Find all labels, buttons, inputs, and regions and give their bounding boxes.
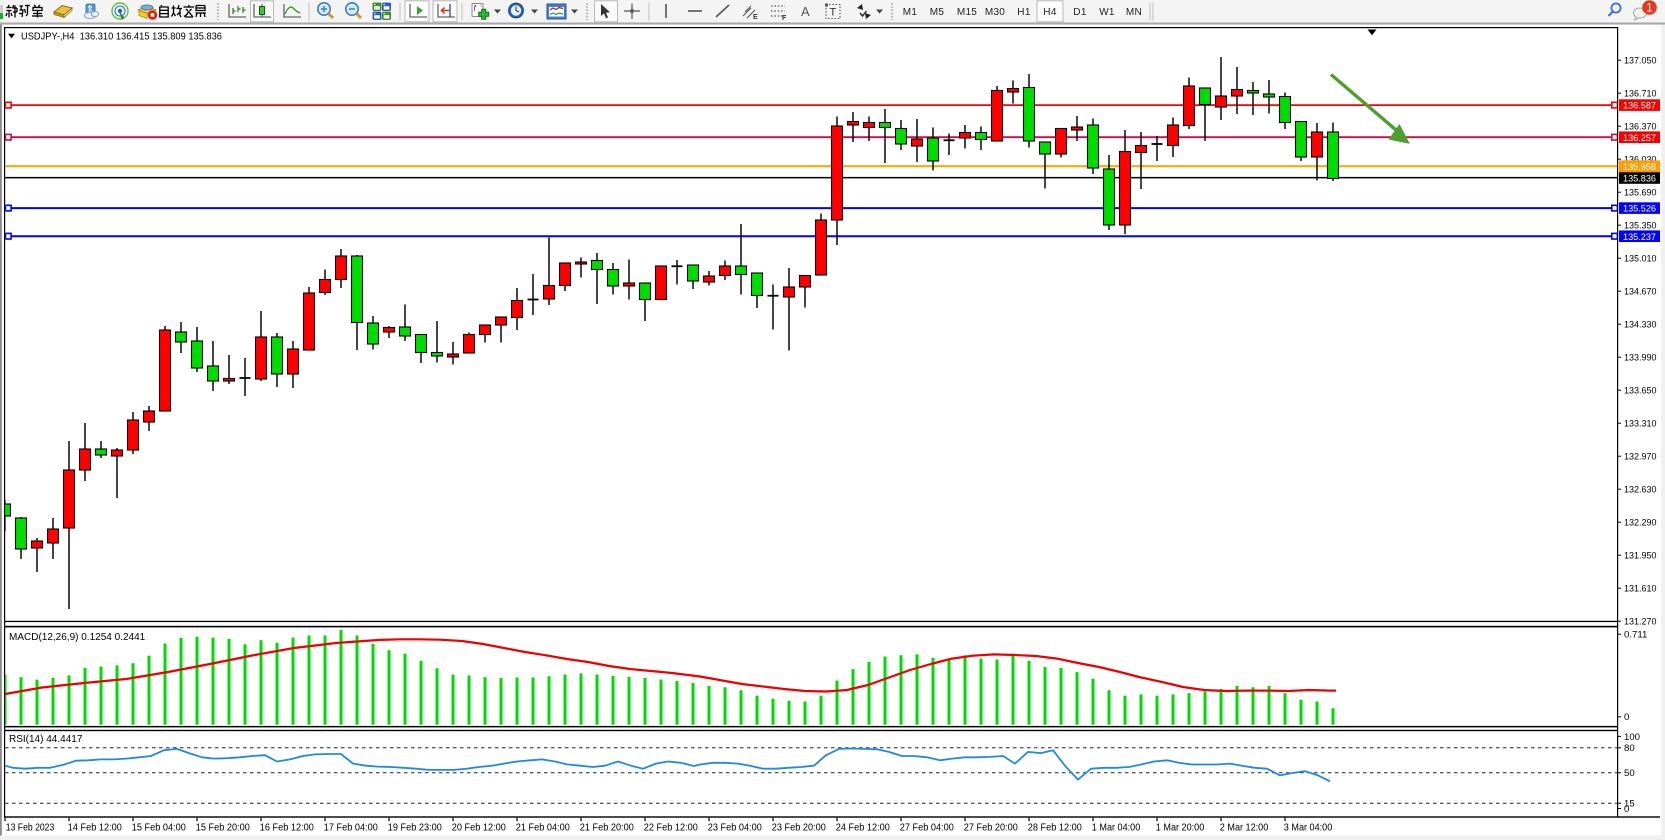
svg-text:80: 80 [1624,743,1635,754]
svg-text:135.237: 135.237 [1623,232,1656,243]
svg-text:131.270: 131.270 [1624,617,1657,628]
svg-text:132.970: 132.970 [1624,452,1657,463]
svg-text:135.958: 135.958 [1623,162,1656,173]
svg-text:22 Feb 12:00: 22 Feb 12:00 [644,823,699,834]
svg-text:3 Mar 04:00: 3 Mar 04:00 [1284,823,1333,834]
svg-text:M1: M1 [903,7,918,18]
svg-text:f: f [474,4,477,13]
svg-text:15 Feb 04:00: 15 Feb 04:00 [132,823,187,834]
svg-text:136.587: 136.587 [1623,101,1656,112]
svg-text:136.030: 136.030 [1624,155,1657,166]
svg-text:MACD(12,26,9) 0.1254 0.2441: MACD(12,26,9) 0.1254 0.2441 [9,632,146,643]
svg-text:A: A [801,4,810,19]
svg-text:D1: D1 [1073,7,1087,18]
svg-text:132.290: 132.290 [1624,518,1657,529]
svg-text:135.836: 135.836 [1623,174,1656,185]
svg-text:T: T [830,7,837,19]
svg-text:USDJPY-,H4 136.310 136.415 13: USDJPY-,H4 136.310 136.415 135.809 135.8… [21,31,222,43]
svg-text:15: 15 [1624,799,1635,810]
svg-text:135.010: 135.010 [1624,254,1657,265]
svg-text:0: 0 [1624,712,1629,723]
svg-text:136.710: 136.710 [1624,89,1657,100]
svg-text:136.370: 136.370 [1624,122,1657,133]
svg-text:131.610: 131.610 [1624,584,1657,595]
svg-text:14 Feb 12:00: 14 Feb 12:00 [68,823,123,834]
svg-text:1: 1 [1646,3,1652,15]
svg-text:131.950: 131.950 [1624,551,1657,562]
svg-text:15 Feb 20:00: 15 Feb 20:00 [196,823,251,834]
svg-text:136.257: 136.257 [1623,133,1656,144]
svg-text:137.050: 137.050 [1624,56,1657,67]
svg-text:F: F [782,15,787,22]
svg-text:134.670: 134.670 [1624,287,1657,298]
svg-text:50: 50 [1624,768,1635,779]
svg-text:133.310: 133.310 [1624,419,1657,430]
svg-text:E: E [753,14,758,21]
svg-text:M15: M15 [957,7,977,18]
svg-text:M5: M5 [930,7,945,18]
svg-text:133.990: 133.990 [1624,353,1657,364]
svg-text:21 Feb 04:00: 21 Feb 04:00 [516,823,571,834]
svg-text:RSI(14) 44.4417: RSI(14) 44.4417 [9,734,83,745]
svg-text:16 Feb 12:00: 16 Feb 12:00 [260,823,315,834]
svg-text:0: 0 [1624,804,1629,815]
svg-text:MN: MN [1126,7,1142,18]
svg-text:134.330: 134.330 [1624,320,1657,331]
svg-text:17 Feb 04:00: 17 Feb 04:00 [324,823,379,834]
svg-text:M30: M30 [985,7,1005,18]
svg-text:0.711: 0.711 [1624,630,1647,641]
svg-text:23 Feb 20:00: 23 Feb 20:00 [772,823,827,834]
svg-text:135.350: 135.350 [1624,221,1657,232]
svg-text:W1: W1 [1099,7,1115,18]
svg-text:1 Mar 20:00: 1 Mar 20:00 [1156,823,1205,834]
svg-text:27 Feb 04:00: 27 Feb 04:00 [900,823,955,834]
svg-text:H1: H1 [1017,7,1031,18]
svg-text:23 Feb 04:00: 23 Feb 04:00 [708,823,763,834]
svg-text:21 Feb 20:00: 21 Feb 20:00 [580,823,635,834]
svg-text:27 Feb 20:00: 27 Feb 20:00 [964,823,1019,834]
svg-text:135.690: 135.690 [1624,188,1657,199]
svg-text:100: 100 [1624,732,1640,743]
svg-text:133.650: 133.650 [1624,386,1657,397]
svg-text:19 Feb 23:00: 19 Feb 23:00 [388,823,443,834]
svg-text:13 Feb 2023: 13 Feb 2023 [6,823,55,834]
svg-text:24 Feb 12:00: 24 Feb 12:00 [836,823,891,834]
svg-text:20 Feb 12:00: 20 Feb 12:00 [452,823,507,834]
svg-text:1 Mar 04:00: 1 Mar 04:00 [1092,823,1141,834]
svg-text:2 Mar 12:00: 2 Mar 12:00 [1220,823,1269,834]
svg-text:132.630: 132.630 [1624,485,1657,496]
svg-text:135.526: 135.526 [1623,204,1656,215]
svg-text:28 Feb 12:00: 28 Feb 12:00 [1028,823,1083,834]
svg-text:H4: H4 [1043,7,1057,18]
